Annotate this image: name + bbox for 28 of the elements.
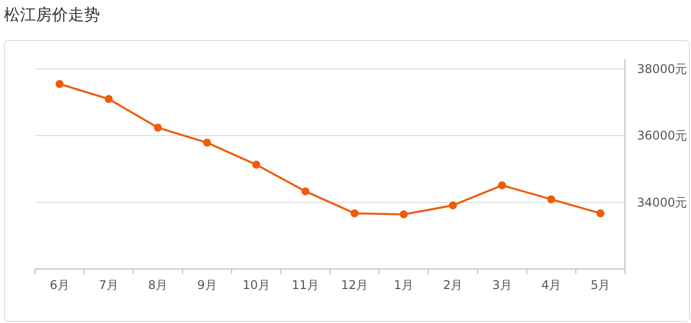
x-tick-label: 6月: [50, 278, 70, 292]
x-tick-label: 8月: [148, 278, 168, 292]
point: [596, 209, 604, 218]
x-tick-label: 1月: [394, 278, 414, 292]
point: [448, 201, 457, 210]
x-tick-label: 2月: [443, 278, 463, 292]
x-tick-label: 10月: [242, 278, 270, 292]
point: [498, 181, 506, 190]
point: [400, 210, 408, 218]
x-tick-label: 7月: [98, 278, 119, 292]
point: [301, 187, 310, 196]
y-tick-label: 36000元: [637, 128, 688, 143]
x-tick-label: 9月: [197, 278, 217, 292]
point: [56, 80, 64, 88]
y-tick-label: 38000元: [637, 62, 688, 76]
x-tick-label: 11月: [292, 278, 320, 292]
point: [203, 138, 212, 147]
point: [104, 95, 113, 103]
point: [350, 209, 359, 218]
chart-title: 松江房价走势: [4, 5, 100, 24]
point: [547, 195, 556, 204]
point: [252, 160, 260, 169]
point: [154, 124, 162, 132]
x-tick-label: 12月: [340, 278, 368, 292]
x-tick-label: 4月: [541, 278, 562, 292]
x-tick-label: 3月: [492, 278, 512, 292]
y-tick-label: 34000元: [637, 195, 688, 210]
x-tick-label: 5月: [590, 278, 610, 292]
